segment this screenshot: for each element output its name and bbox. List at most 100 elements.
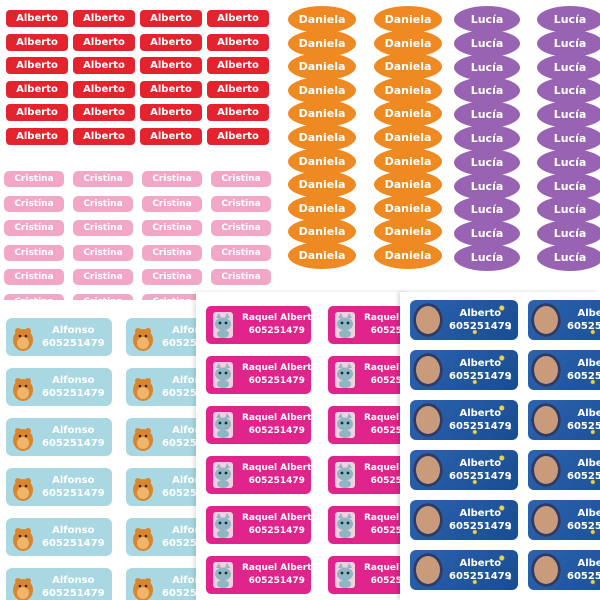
label-name: Alfonso — [52, 575, 95, 586]
hamster-icon — [133, 528, 153, 551]
label-phone: 605251479 — [162, 438, 200, 449]
alfonso-label: Alfonso 605251479 — [126, 568, 200, 600]
daniela-label: Daniela — [288, 76, 356, 104]
alberto_red-label: Alberto — [6, 57, 68, 74]
sheet-daniela: Daniela Daniela Daniela Daniela Daniela Danie… — [276, 0, 446, 292]
cat-icon — [335, 462, 355, 488]
daniela-label: Daniela — [374, 29, 442, 57]
alberto_photo-label: Alberto 605251479 — [410, 450, 518, 490]
lucia-label: Lucía — [454, 77, 520, 105]
daniela-label: Daniela — [374, 100, 442, 128]
label-name: Raquel Albert — [242, 463, 312, 473]
label-name: Alfonso — [52, 375, 95, 386]
lucia-label: Lucía — [537, 53, 600, 81]
label-phone: 605251479 — [162, 538, 200, 549]
lucia-label: Lucía — [454, 244, 520, 271]
label-phone: 605251479 — [42, 538, 105, 549]
label-name: Raquel Albert — [364, 513, 408, 523]
hamster-icon — [13, 328, 33, 351]
cristina-label: Cristina — [4, 244, 64, 261]
label-phone: 605251479 — [248, 476, 305, 486]
sheet-raquel: Raquel Albert 605251479 Raquel Albert 60525… — [196, 292, 408, 600]
alfonso-label: Alfonso 605251479 — [126, 368, 200, 406]
label-name: Alberto — [459, 558, 502, 569]
alfonso-label: Alfonso 605251479 — [6, 518, 112, 556]
label-phone: 605251479 — [42, 488, 105, 499]
label-phone: 605251479 — [567, 321, 600, 332]
alberto_red-label: Alberto — [6, 33, 68, 51]
daniela-label: Daniela — [288, 100, 356, 128]
label-phone: 605251479 — [162, 488, 200, 499]
alberto_photo-label: Alberto 605251479 — [410, 300, 518, 340]
alfonso-label: Alfonso 605251479 — [126, 468, 200, 506]
lucia-label: Lucía — [454, 172, 520, 200]
hamster-icon — [13, 578, 33, 600]
alfonso-label: Alfonso 605251479 — [6, 418, 112, 456]
daniela-label: Daniela — [288, 171, 356, 199]
daniela-label: Daniela — [374, 242, 442, 269]
hamster-icon — [133, 378, 153, 401]
label-phone: 605251479 — [248, 426, 305, 436]
label-phone: 605251479 — [42, 388, 105, 399]
alberto_red-label: Alberto — [207, 10, 269, 27]
sheet-alberto-red: Alberto Alberto Alberto Alberto Alberto Alber… — [0, 0, 276, 155]
cat-icon — [335, 362, 355, 388]
label-name: Raquel Albert — [242, 313, 312, 323]
alfonso-label: Alfonso 605251479 — [126, 518, 200, 556]
label-name: Alfonso — [52, 425, 95, 436]
label-phone: 605251479 — [370, 426, 408, 436]
cat-icon — [335, 562, 355, 588]
raquel-label: Raquel Albert 605251479 — [328, 406, 408, 444]
cristina-label: Cristina — [211, 269, 271, 285]
label-phone: 605251479 — [449, 371, 512, 382]
alberto_red-label: Alberto — [140, 33, 202, 51]
label-name: Alfonso — [172, 425, 200, 436]
label-name: Raquel Albert — [364, 363, 408, 373]
alfonso-label: Alfonso 605251479 — [6, 468, 112, 506]
sheet-lucia: Lucía Lucía Lucía Lucía Lucía Lucía Lucía Lucía… — [446, 0, 600, 292]
cristina-label: Cristina — [4, 195, 64, 212]
alfonso-label: Alfonso 605251479 — [126, 318, 200, 356]
label-phone: 605251479 — [42, 588, 105, 599]
astronaut-photo — [413, 453, 443, 487]
hamster-icon — [133, 428, 153, 451]
cristina-label: Cristina — [73, 171, 133, 187]
lucia-label: Lucía — [454, 53, 520, 81]
daniela-label: Daniela — [374, 124, 442, 151]
lucia-label: Lucía — [537, 29, 600, 57]
cat-icon — [213, 462, 233, 488]
astronaut-photo — [531, 403, 561, 437]
alberto_photo-label: Alberto 605251479 — [410, 400, 518, 440]
cat-icon — [335, 512, 355, 538]
daniela-label: Daniela — [374, 171, 442, 199]
astronaut-photo — [413, 503, 443, 537]
hamster-icon — [13, 378, 33, 401]
lucia-label: Lucía — [537, 220, 600, 248]
astronaut-photo — [413, 303, 443, 337]
cristina-label: Cristina — [211, 171, 271, 187]
daniela-label: Daniela — [288, 29, 356, 57]
cristina-label: Cristina — [4, 293, 64, 300]
daniela-label: Daniela — [288, 124, 356, 151]
alberto_red-label: Alberto — [140, 127, 202, 145]
cristina-label: Cristina — [4, 171, 64, 187]
raquel-label: Raquel Albert 605251479 — [328, 506, 408, 544]
label-phone: 605251479 — [370, 526, 408, 536]
alberto_red-label: Alberto — [73, 104, 135, 121]
alberto_red-label: Alberto — [73, 57, 135, 74]
raquel-label: Raquel Albert 605251479 — [328, 356, 408, 394]
alberto_photo-label: Alberto 605251479 — [528, 350, 600, 390]
astronaut-photo — [531, 553, 561, 587]
label-name: Alfonso — [52, 525, 95, 536]
label-name: Raquel Albert — [242, 363, 312, 373]
label-name: Alberto — [577, 508, 600, 519]
alberto_red-label: Alberto — [6, 80, 68, 98]
alfonso-label: Alfonso 605251479 — [6, 368, 112, 406]
label-phone: 605251479 — [370, 376, 408, 386]
raquel-label: Raquel Albert 605251479 — [206, 406, 312, 444]
cat-icon — [213, 562, 233, 588]
cristina-label: Cristina — [4, 269, 64, 285]
alberto_red-label: Alberto — [6, 104, 68, 121]
raquel-label: Raquel Albert 605251479 — [206, 506, 312, 544]
raquel-label: Raquel Albert 605251479 — [206, 556, 312, 594]
